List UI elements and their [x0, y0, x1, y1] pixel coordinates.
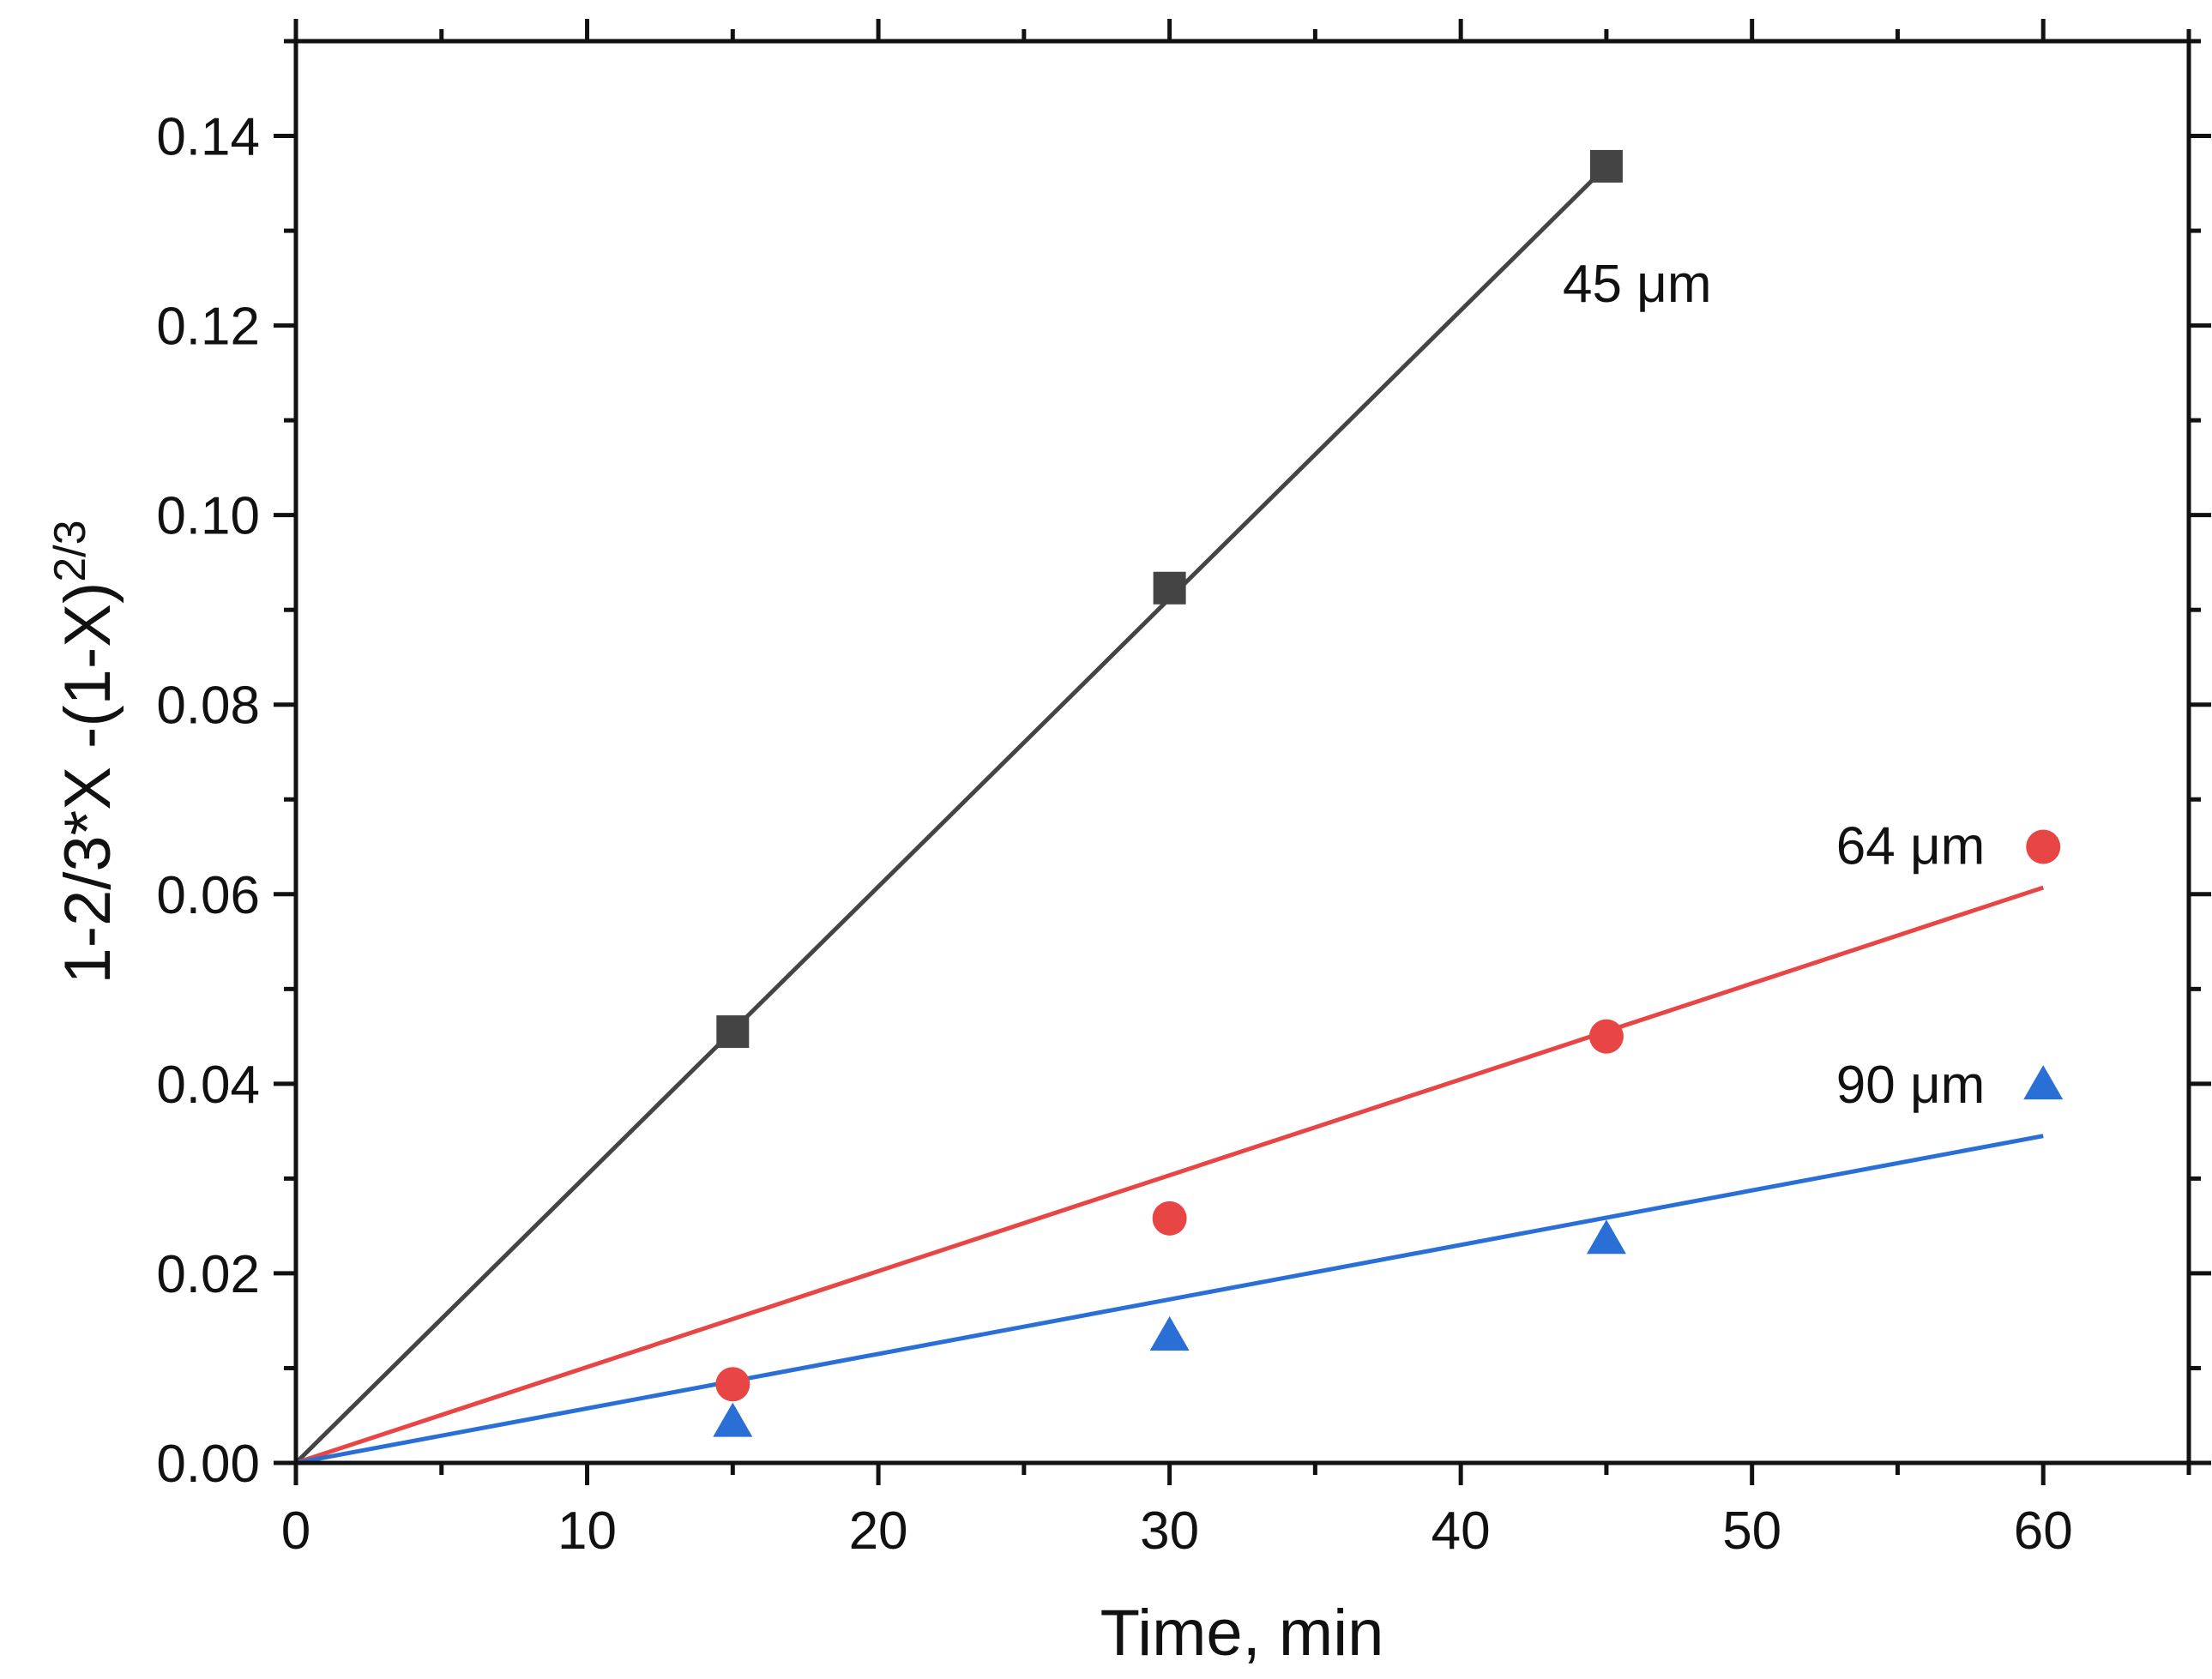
- data-point: [2023, 1065, 2064, 1100]
- data-point: [1149, 1315, 1190, 1351]
- fit-line: [294, 165, 1608, 1465]
- x-tick-label: 0: [281, 1501, 310, 1561]
- y-tick-label: 0.06: [156, 866, 260, 925]
- x-tick-label: 60: [2014, 1501, 2073, 1561]
- series-label: 45 μm: [1563, 255, 1712, 314]
- x-tick-label: 20: [849, 1501, 908, 1561]
- data-point: [1588, 1019, 1624, 1054]
- fit-line: [295, 1134, 2044, 1465]
- series-label: 64 μm: [1836, 816, 1986, 876]
- y-axis-title-exponent: 2/3: [45, 520, 95, 581]
- y-axis-title-main: 1-2/3*X -(1-X): [51, 582, 124, 984]
- data-point: [713, 1402, 753, 1437]
- data-point: [715, 1367, 750, 1402]
- y-tick-label: 0.12: [156, 298, 260, 357]
- data-point: [1589, 149, 1623, 183]
- y-tick-label: 0.14: [156, 108, 260, 167]
- data-point: [1153, 571, 1186, 605]
- y-axis-title: 1-2/3*X -(1-X)2/3: [45, 520, 124, 984]
- series-label: 90 μm: [1836, 1056, 1986, 1115]
- data-point: [716, 1015, 750, 1049]
- tick-labels: 0 10 20 30 40 50 60 0.00 0.02 0.04 0.06 0.08 0.10 0.1…: [156, 108, 2072, 1561]
- y-tick-label: 0.10: [156, 487, 260, 546]
- plot-frame: [293, 39, 2191, 1465]
- y-tick-label: 0.08: [156, 677, 260, 736]
- x-axis-title: Time, min: [1100, 1597, 1384, 1670]
- fit-line: [295, 885, 2045, 1465]
- fit-lines: [294, 165, 2045, 1465]
- y-tick-label: 0.02: [156, 1245, 260, 1304]
- x-tick-label: 10: [558, 1501, 617, 1561]
- data-point: [1152, 1201, 1187, 1236]
- y-tick-label: 0.00: [156, 1435, 260, 1494]
- axis-ticks: [274, 19, 2211, 1485]
- series-labels: 45 μm 64 μm 90 μm: [1563, 255, 1985, 1115]
- data-points: [713, 149, 2064, 1437]
- x-tick-label: 30: [1140, 1501, 1199, 1561]
- data-point: [1586, 1219, 1626, 1255]
- x-tick-label: 50: [1722, 1501, 1781, 1561]
- y-tick-label: 0.04: [156, 1056, 260, 1115]
- x-tick-label: 40: [1431, 1501, 1491, 1561]
- data-point: [2026, 829, 2061, 864]
